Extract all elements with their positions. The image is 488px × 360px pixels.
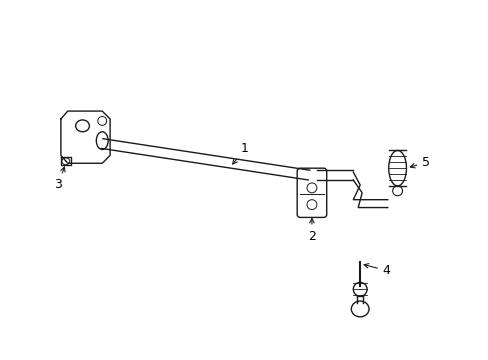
Text: 4: 4 xyxy=(364,264,390,277)
Text: 1: 1 xyxy=(232,142,248,164)
Text: 2: 2 xyxy=(307,219,315,243)
Text: 5: 5 xyxy=(409,156,429,169)
Text: 3: 3 xyxy=(54,167,65,192)
